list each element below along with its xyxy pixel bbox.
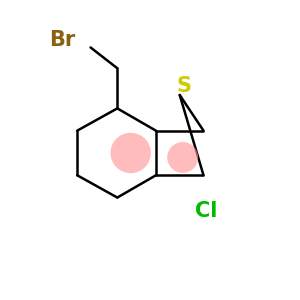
Text: Br: Br: [49, 30, 75, 50]
Circle shape: [110, 133, 151, 173]
Text: S: S: [177, 76, 192, 96]
Text: Cl: Cl: [195, 201, 218, 221]
Circle shape: [167, 142, 198, 173]
